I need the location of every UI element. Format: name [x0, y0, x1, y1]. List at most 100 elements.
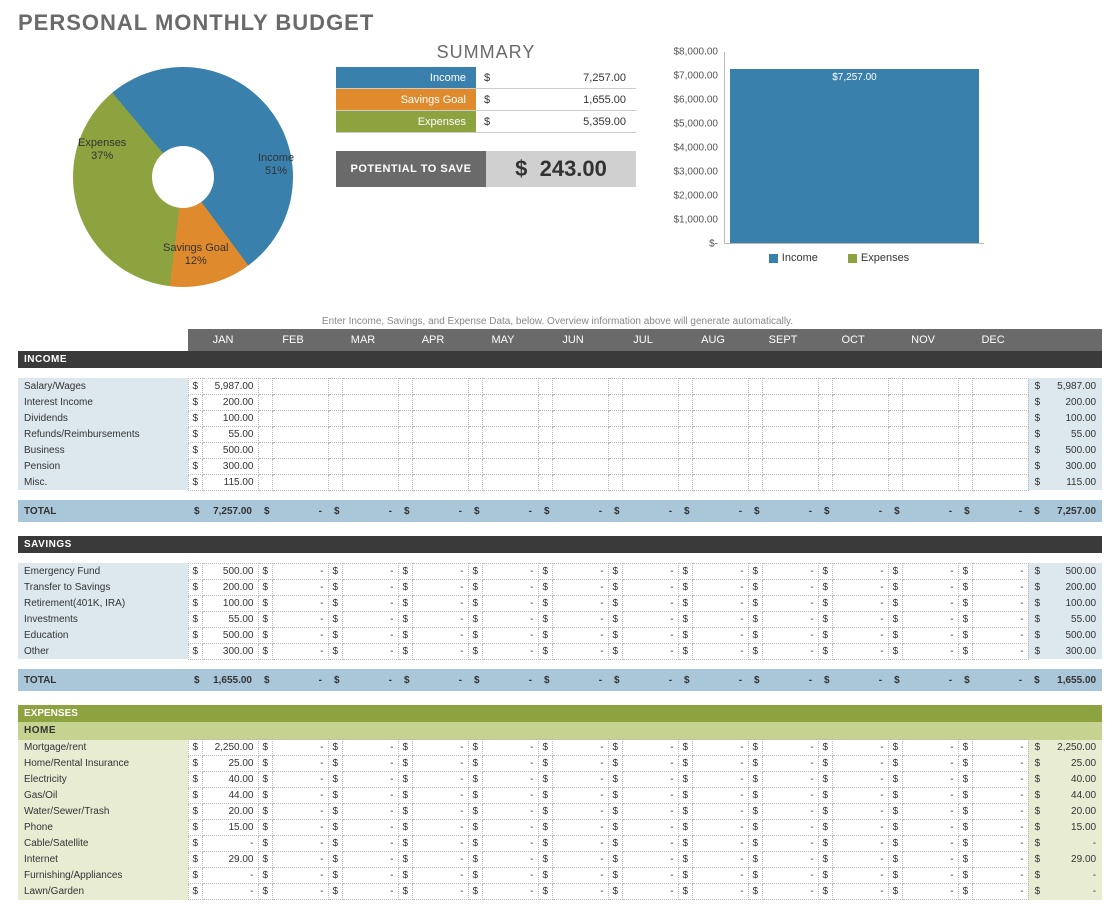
cell[interactable]: $: [188, 836, 202, 852]
cell[interactable]: -: [902, 868, 958, 884]
cell[interactable]: [678, 394, 692, 410]
cell[interactable]: [608, 442, 622, 458]
cell[interactable]: [272, 378, 328, 394]
cell[interactable]: [328, 410, 342, 426]
cell[interactable]: [748, 442, 762, 458]
cell[interactable]: [748, 458, 762, 474]
cell[interactable]: $: [748, 884, 762, 900]
cell[interactable]: -: [692, 820, 748, 836]
cell[interactable]: [398, 410, 412, 426]
cell[interactable]: [552, 474, 608, 490]
cell[interactable]: $: [608, 740, 622, 756]
cell[interactable]: [342, 474, 398, 490]
cell[interactable]: $: [958, 884, 972, 900]
cell[interactable]: -: [342, 868, 398, 884]
cell[interactable]: -: [272, 804, 328, 820]
cell[interactable]: $: [468, 563, 482, 579]
cell[interactable]: [902, 410, 958, 426]
cell[interactable]: -: [622, 595, 678, 611]
cell[interactable]: $: [608, 804, 622, 820]
cell[interactable]: $: [818, 772, 832, 788]
cell[interactable]: -: [342, 611, 398, 627]
cell[interactable]: -: [272, 772, 328, 788]
cell[interactable]: $: [468, 884, 482, 900]
cell[interactable]: -: [342, 788, 398, 804]
cell[interactable]: -: [412, 868, 468, 884]
cell[interactable]: $: [188, 788, 202, 804]
cell[interactable]: -: [342, 595, 398, 611]
cell[interactable]: -: [832, 804, 888, 820]
cell[interactable]: [958, 410, 972, 426]
cell[interactable]: $: [958, 852, 972, 868]
cell[interactable]: $: [748, 579, 762, 595]
cell[interactable]: $: [608, 772, 622, 788]
cell[interactable]: $: [608, 756, 622, 772]
cell[interactable]: $: [328, 756, 342, 772]
cell[interactable]: [762, 410, 818, 426]
cell[interactable]: [468, 442, 482, 458]
cell[interactable]: -: [692, 756, 748, 772]
cell[interactable]: [258, 426, 272, 442]
cell[interactable]: -: [552, 868, 608, 884]
cell[interactable]: [902, 378, 958, 394]
cell[interactable]: [552, 442, 608, 458]
cell[interactable]: 55.00: [202, 611, 258, 627]
cell[interactable]: $: [678, 868, 692, 884]
cell[interactable]: -: [622, 788, 678, 804]
cell[interactable]: -: [342, 627, 398, 643]
cell[interactable]: -: [342, 804, 398, 820]
cell[interactable]: $: [608, 579, 622, 595]
cell[interactable]: $: [888, 756, 902, 772]
cell[interactable]: $: [468, 579, 482, 595]
cell[interactable]: -: [832, 756, 888, 772]
cell[interactable]: $: [538, 788, 552, 804]
cell[interactable]: $: [328, 579, 342, 595]
cell[interactable]: $: [818, 804, 832, 820]
cell[interactable]: [818, 426, 832, 442]
cell[interactable]: $: [258, 772, 272, 788]
cell[interactable]: -: [552, 611, 608, 627]
cell[interactable]: [398, 426, 412, 442]
cell[interactable]: -: [902, 788, 958, 804]
cell[interactable]: [678, 442, 692, 458]
cell[interactable]: $: [678, 643, 692, 659]
cell[interactable]: $: [888, 884, 902, 900]
cell[interactable]: -: [762, 643, 818, 659]
cell[interactable]: $: [258, 804, 272, 820]
cell[interactable]: $: [188, 378, 202, 394]
cell[interactable]: -: [412, 579, 468, 595]
cell[interactable]: $: [468, 820, 482, 836]
cell[interactable]: $: [188, 804, 202, 820]
cell[interactable]: $: [188, 772, 202, 788]
cell[interactable]: -: [762, 563, 818, 579]
cell[interactable]: $: [958, 772, 972, 788]
cell[interactable]: $: [748, 563, 762, 579]
cell[interactable]: $: [748, 788, 762, 804]
cell[interactable]: 115.00: [202, 474, 258, 490]
cell[interactable]: [818, 378, 832, 394]
cell[interactable]: -: [832, 836, 888, 852]
cell[interactable]: -: [272, 643, 328, 659]
cell[interactable]: 200.00: [202, 394, 258, 410]
cell[interactable]: -: [622, 611, 678, 627]
cell[interactable]: [958, 378, 972, 394]
cell[interactable]: [888, 458, 902, 474]
cell[interactable]: $: [608, 563, 622, 579]
cell[interactable]: 300.00: [202, 643, 258, 659]
cell[interactable]: -: [762, 740, 818, 756]
cell[interactable]: -: [972, 772, 1028, 788]
cell[interactable]: $: [328, 804, 342, 820]
cell[interactable]: [972, 426, 1028, 442]
cell[interactable]: -: [902, 627, 958, 643]
cell[interactable]: -: [902, 643, 958, 659]
cell[interactable]: $: [888, 772, 902, 788]
cell[interactable]: [342, 410, 398, 426]
cell[interactable]: [342, 394, 398, 410]
cell[interactable]: $: [608, 820, 622, 836]
cell[interactable]: [678, 458, 692, 474]
cell[interactable]: $: [678, 563, 692, 579]
cell[interactable]: $: [258, 643, 272, 659]
cell[interactable]: -: [482, 884, 538, 900]
cell[interactable]: [972, 474, 1028, 490]
cell[interactable]: $: [888, 740, 902, 756]
